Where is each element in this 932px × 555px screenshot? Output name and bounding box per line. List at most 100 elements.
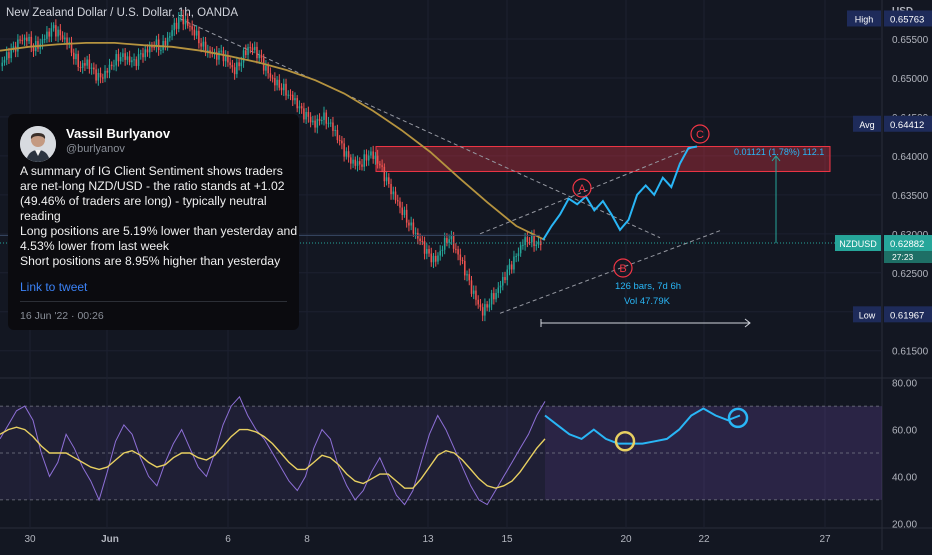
- candle-body: [64, 37, 66, 40]
- candle-body: [522, 244, 524, 246]
- candle-body: [245, 50, 247, 55]
- price-axis-label-value: 0.61967: [890, 310, 924, 321]
- candle-body: [5, 52, 8, 60]
- candle-body: [428, 249, 430, 254]
- range-arrow-head: [744, 318, 751, 328]
- candle-body: [122, 53, 124, 57]
- tweet-line: A summary of IG Client Sentiment shows t…: [20, 164, 283, 178]
- candle-body: [265, 65, 267, 71]
- candle-body: [423, 241, 426, 254]
- time-tick-label: 8: [304, 534, 310, 545]
- candle-body: [363, 154, 366, 167]
- candle-body: [341, 140, 343, 144]
- candle-body: [399, 201, 401, 208]
- candle-body: [146, 49, 149, 53]
- candle-body: [307, 112, 310, 117]
- rsi-circle-cyan: [727, 407, 749, 429]
- candle-body: [446, 237, 448, 243]
- candle-body: [347, 151, 350, 158]
- candle-body: [365, 154, 368, 161]
- candle-body: [233, 67, 236, 75]
- candle-body: [450, 236, 453, 240]
- price-axis-label-value: 0.65763: [890, 14, 924, 25]
- candle-body: [394, 191, 397, 201]
- candle-body: [106, 70, 109, 73]
- tweet-divider: [20, 301, 287, 302]
- candle-body: [128, 56, 131, 63]
- candle-body: [291, 94, 294, 101]
- tweet-handle[interactable]: @burlyanov: [66, 143, 125, 155]
- price-axis-label-value: 0.62882: [890, 239, 924, 250]
- rsi-line: [0, 395, 546, 506]
- rsi-tick-label: 60.00: [892, 426, 917, 437]
- candle-body: [90, 67, 93, 69]
- tweet-author[interactable]: Vassil Burlyanov: [66, 126, 171, 141]
- candle-body: [166, 37, 169, 45]
- candle-body: [455, 248, 457, 250]
- candle-body: [10, 48, 12, 59]
- candle-body: [443, 237, 446, 250]
- candle-body: [283, 83, 285, 91]
- candle-body: [182, 15, 185, 25]
- candle-body: [316, 118, 319, 128]
- candle-body: [242, 50, 245, 63]
- candle-body: [97, 73, 100, 81]
- candle-body: [484, 304, 486, 316]
- candle-body: [84, 63, 86, 66]
- candle-body: [148, 46, 151, 53]
- candle-body: [285, 83, 287, 96]
- candle-body: [356, 161, 359, 166]
- rsi-ma-line: [0, 426, 546, 489]
- wave-marker-label: C: [696, 129, 704, 141]
- candle-body: [30, 36, 33, 48]
- candle-body: [218, 51, 220, 60]
- candle-body: [238, 62, 240, 67]
- volume-label: Vol 47.79K: [624, 296, 671, 307]
- candle-body: [204, 41, 207, 52]
- candle-body: [320, 119, 323, 122]
- price-tick-label: 0.65500: [892, 35, 929, 46]
- candle-body: [142, 53, 144, 58]
- candle-body: [296, 98, 298, 109]
- candle-body: [517, 253, 520, 257]
- avatar: [20, 126, 56, 162]
- wave-marker-label: B: [619, 263, 626, 275]
- tweet-card[interactable]: Vassil Burlyanov @burlyanov A summary of…: [8, 114, 299, 330]
- candle-body: [481, 307, 484, 316]
- candle-body: [289, 94, 292, 96]
- candle-body: [108, 64, 111, 73]
- candle-body: [303, 108, 305, 120]
- candle-body: [506, 269, 509, 281]
- candle-body: [19, 39, 21, 41]
- candle-body: [329, 122, 332, 124]
- candle-body: [133, 59, 135, 61]
- candle-body: [354, 159, 357, 166]
- candle-body: [102, 77, 104, 79]
- candle-body: [276, 79, 278, 86]
- candle-body: [75, 53, 77, 60]
- candle-body: [379, 163, 381, 166]
- candle-body: [504, 277, 506, 281]
- candle-body: [72, 52, 75, 60]
- candle-body: [468, 274, 471, 281]
- candle-body: [419, 238, 421, 242]
- countdown-label: 27:23: [892, 252, 914, 262]
- candle-body: [432, 255, 435, 263]
- time-tick-label: 27: [819, 534, 831, 545]
- candle-body: [300, 106, 303, 109]
- candle-body: [403, 209, 406, 215]
- candle-body: [448, 239, 450, 243]
- candle-body: [151, 46, 153, 48]
- candle-body: [43, 38, 46, 40]
- candle-body: [278, 79, 281, 88]
- candle-body: [70, 42, 73, 53]
- candle-body: [327, 122, 330, 124]
- tweet-link[interactable]: Link to tweet: [20, 280, 88, 294]
- time-tick-label: 22: [698, 534, 710, 545]
- candle-body: [126, 56, 129, 60]
- candle-body: [519, 245, 522, 254]
- candle-body: [533, 234, 535, 246]
- candle-body: [231, 65, 234, 68]
- candle-body: [153, 46, 155, 48]
